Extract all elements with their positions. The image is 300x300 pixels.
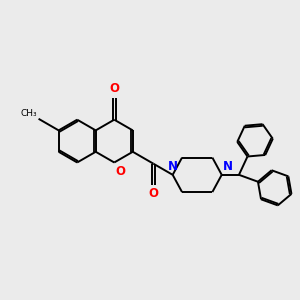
Text: CH₃: CH₃: [20, 109, 37, 118]
Text: O: O: [109, 82, 119, 95]
Text: O: O: [116, 166, 126, 178]
Text: N: N: [168, 160, 178, 173]
Text: N: N: [223, 160, 233, 173]
Text: O: O: [148, 187, 158, 200]
